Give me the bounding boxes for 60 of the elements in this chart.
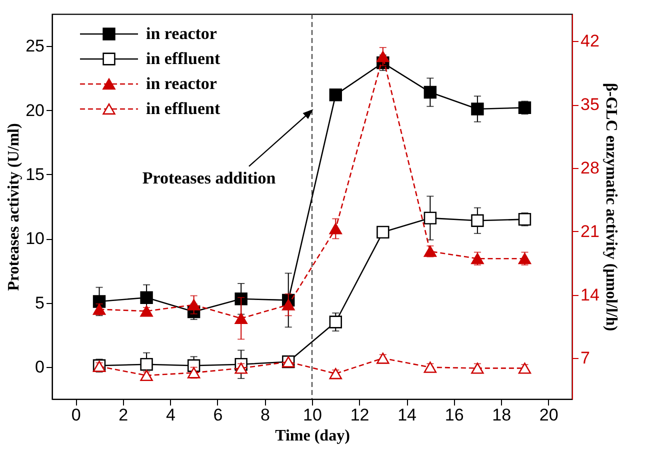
point [234, 312, 248, 324]
point [187, 367, 200, 378]
point [140, 370, 153, 382]
point [329, 316, 342, 328]
y2-tick-label: 21 [580, 222, 600, 241]
point [471, 214, 484, 227]
point [329, 368, 342, 380]
y-tick-label: 25 [26, 36, 44, 56]
point [92, 304, 106, 315]
y2-tick-label: 28 [580, 158, 600, 178]
point [518, 362, 532, 374]
x-tick-label: 8 [260, 406, 270, 424]
point [376, 352, 390, 364]
y2-axis-title: β-GLC enzymatic activity (μmol/l/h) [602, 82, 620, 332]
point [424, 246, 437, 257]
point [471, 102, 484, 116]
point [518, 101, 532, 114]
point [187, 299, 200, 310]
annotation: Proteases addition [142, 168, 276, 188]
point [329, 88, 342, 102]
point [518, 253, 532, 264]
x-tick-label: 10 [303, 406, 322, 424]
x-tick-label: 12 [350, 406, 370, 424]
x-tick-label: 4 [166, 406, 176, 424]
y-tick-label: 20 [26, 100, 44, 120]
y-axis-title: Proteases activity (U/ml) [6, 123, 23, 291]
x-tick-label: 16 [444, 406, 464, 424]
x-tick-label: 6 [213, 406, 223, 424]
point [424, 86, 437, 99]
y-tick-label: 10 [26, 229, 44, 248]
y2-tick-label: 7 [580, 348, 590, 368]
point [140, 306, 153, 317]
legend-label: in effluent [146, 99, 220, 118]
point [471, 362, 484, 374]
point [376, 226, 390, 239]
y2-tick-label: 42 [580, 32, 600, 51]
legend-label: in effluent [146, 49, 220, 68]
point [424, 362, 437, 373]
point [282, 299, 295, 310]
x-tick-label: 0 [71, 406, 81, 424]
x-axis-title: Time (day) [275, 428, 350, 444]
y2-tick-label: 14 [580, 285, 600, 304]
x-tick-label: 2 [118, 406, 128, 424]
point [471, 253, 484, 264]
point [234, 362, 248, 374]
x-tick-label: 18 [492, 406, 512, 424]
x-tick-label: 20 [539, 406, 558, 424]
point [518, 212, 532, 226]
point [140, 291, 153, 304]
y2-tick-label: 35 [580, 95, 600, 114]
x-tick-label: 14 [398, 406, 417, 424]
y-tick-label: 0 [35, 357, 44, 376]
y-tick-label: 15 [26, 164, 44, 184]
point [329, 223, 342, 234]
point [424, 212, 437, 224]
point [140, 358, 153, 371]
legend-label: in reactor [146, 24, 218, 43]
point [376, 50, 390, 62]
y-tick-label: 5 [35, 293, 44, 312]
legend-label: in reactor [146, 74, 218, 93]
